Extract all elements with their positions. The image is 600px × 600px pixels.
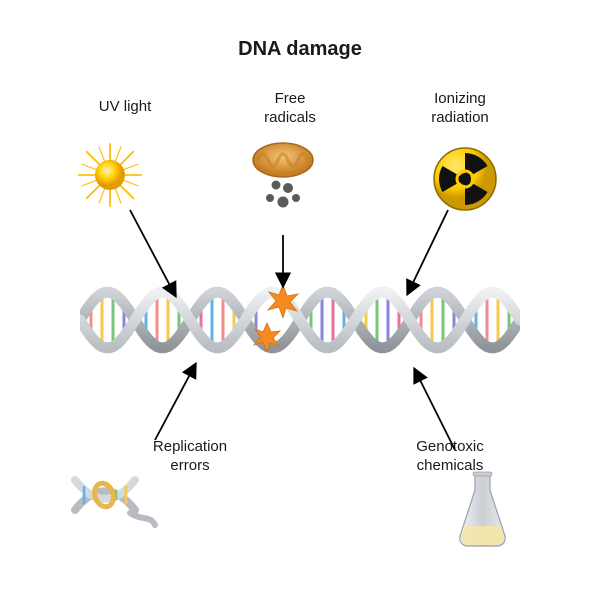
arrows-layer (0, 0, 600, 600)
replication-arrow (155, 365, 195, 440)
genotoxic-arrow (415, 370, 455, 450)
uv-arrow (130, 210, 175, 295)
ionizing-arrow (408, 210, 448, 293)
